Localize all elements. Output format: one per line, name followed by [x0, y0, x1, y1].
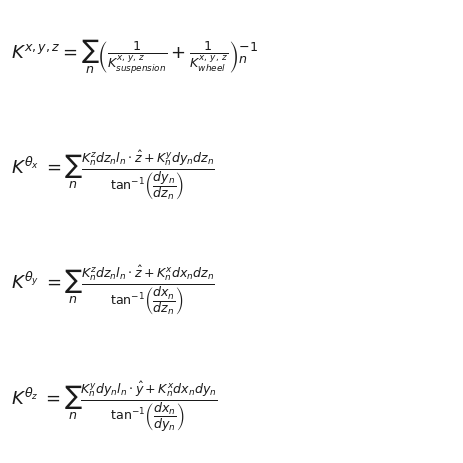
Text: $K^{x,y,z} = \sum_{n}\left(\frac{1}{K_{suspension}^{x,\,y,\,z}}+\frac{1}{K_{whee: $K^{x,y,z} = \sum_{n}\left(\frac{1}{K_{s… — [11, 38, 257, 76]
Text: $K^{\theta_y}\; = \sum_{n}\frac{K_n^z dz_n l_n \cdot \hat{z} + K_n^x dx_n dz_n}{: $K^{\theta_y}\; = \sum_{n}\frac{K_n^z dz… — [11, 264, 214, 319]
Text: $K^{\theta_z}\; = \sum_{n}\frac{K_n^y dy_n l_n \cdot \hat{y} + K_n^x dx_n dy_n}{: $K^{\theta_z}\; = \sum_{n}\frac{K_n^y dy… — [11, 379, 217, 434]
Text: $K^{\theta_x}\; = \sum_{n}\frac{K_n^z dz_n l_n \cdot \hat{z} + K_n^y dy_n dz_n}{: $K^{\theta_x}\; = \sum_{n}\frac{K_n^z dz… — [11, 149, 214, 203]
